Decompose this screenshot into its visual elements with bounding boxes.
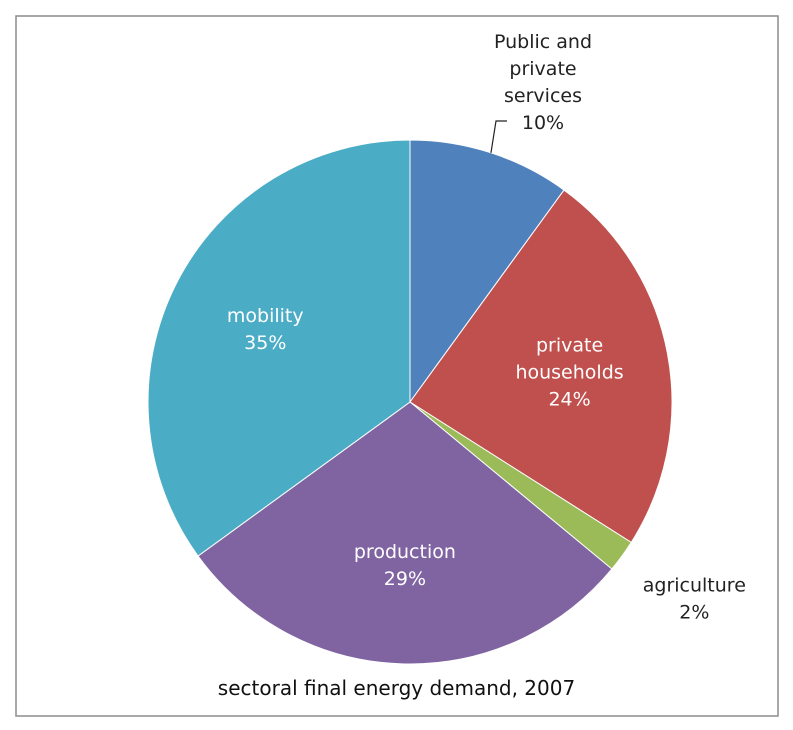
leader-line-public-and-private-services (490, 120, 507, 153)
pie-slice-production (197, 401, 613, 665)
chart-title: sectoral final energy demand, 2007 (217, 676, 576, 700)
pie-slice-private-households (409, 189, 673, 544)
slice-label-agriculture: agriculture 2% (643, 575, 746, 624)
slice-label-public-and-private-services: Public and private services 10% (494, 31, 592, 134)
slice-label-private-households: private households 24% (515, 335, 623, 411)
pie-slice-mobility (147, 139, 411, 557)
slice-label-production: production 29% (354, 541, 456, 590)
slice-label-mobility: mobility 35% (227, 305, 304, 354)
pie-slice-public-and-private-services (409, 139, 565, 404)
